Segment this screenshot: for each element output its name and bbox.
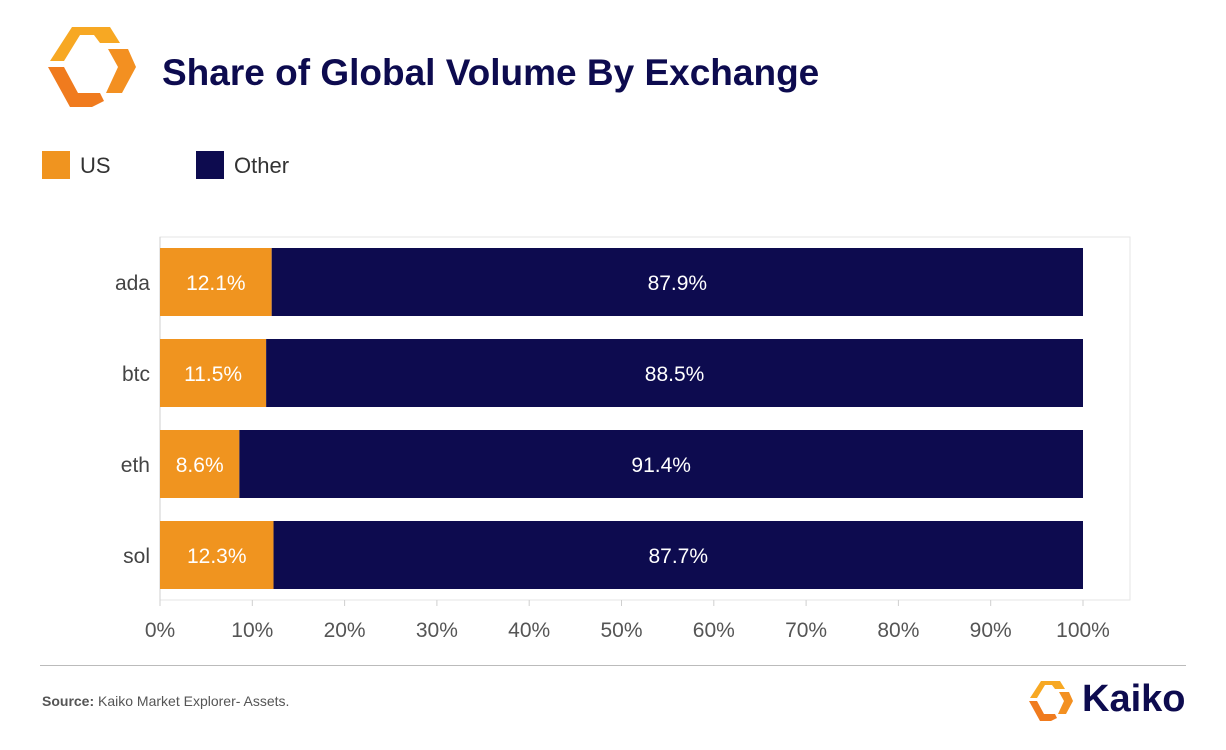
x-tick-label-7: 70% xyxy=(785,619,827,642)
legend-swatch-other xyxy=(196,151,224,179)
legend-swatch-us xyxy=(42,151,70,179)
legend-label-us: US xyxy=(80,153,111,178)
x-tick-label-2: 20% xyxy=(324,619,366,642)
x-tick-label-1: 10% xyxy=(231,619,273,642)
chart-title: Share of Global Volume By Exchange xyxy=(162,52,820,93)
category-label-btc: btc xyxy=(122,363,150,386)
bar-other-eth xyxy=(239,430,1084,498)
bar-us-btc xyxy=(160,339,267,407)
data-label-us-sol: 12.3% xyxy=(187,545,247,568)
x-tick-label-8: 80% xyxy=(877,619,919,642)
kaiko-brand-icon xyxy=(1029,681,1073,721)
bar-us-eth xyxy=(160,430,240,498)
source-text: Kaiko Market Explorer- Assets. xyxy=(98,693,290,709)
x-tick-label-10: 100% xyxy=(1056,619,1110,642)
category-label-sol: sol xyxy=(123,545,150,568)
source-label: Source: xyxy=(42,693,95,709)
stacked-bar-chart: ada 12.1% 87.9% btc 11.5% 88.5% eth 8.6% 91.4% so… xyxy=(115,236,1131,642)
kaiko-logo-icon xyxy=(48,27,136,107)
data-label-us-ada: 12.1% xyxy=(186,272,246,295)
kaiko-brand: Kaiko xyxy=(1026,676,1206,726)
data-label-other-ada: 87.9% xyxy=(648,272,708,295)
bar-other-btc xyxy=(266,339,1083,407)
x-tick-label-0: 0% xyxy=(145,619,175,642)
bar-us-sol xyxy=(160,521,274,589)
data-label-us-btc: 11.5% xyxy=(184,363,242,386)
x-tick-label-9: 90% xyxy=(970,619,1012,642)
data-label-other-sol: 87.7% xyxy=(648,545,708,568)
data-label-us-eth: 8.6% xyxy=(176,454,224,477)
legend-label-other: Other xyxy=(234,153,290,178)
x-tick-label-4: 40% xyxy=(508,619,550,642)
bar-other-sol xyxy=(273,521,1083,589)
x-tick-label-3: 30% xyxy=(416,619,458,642)
data-label-other-eth: 91.4% xyxy=(631,454,691,477)
footer-divider xyxy=(40,665,1186,666)
x-tick-label-5: 50% xyxy=(600,619,642,642)
brand-name: Kaiko xyxy=(1082,678,1186,720)
x-tick-label-6: 60% xyxy=(693,619,735,642)
category-label-ada: ada xyxy=(115,272,150,295)
category-label-eth: eth xyxy=(121,454,150,477)
source-note: Source: Kaiko Market Explorer- Assets. xyxy=(42,693,289,709)
bar-us-ada xyxy=(160,248,272,316)
bar-other-ada xyxy=(271,248,1084,316)
data-label-other-btc: 88.5% xyxy=(645,363,705,386)
